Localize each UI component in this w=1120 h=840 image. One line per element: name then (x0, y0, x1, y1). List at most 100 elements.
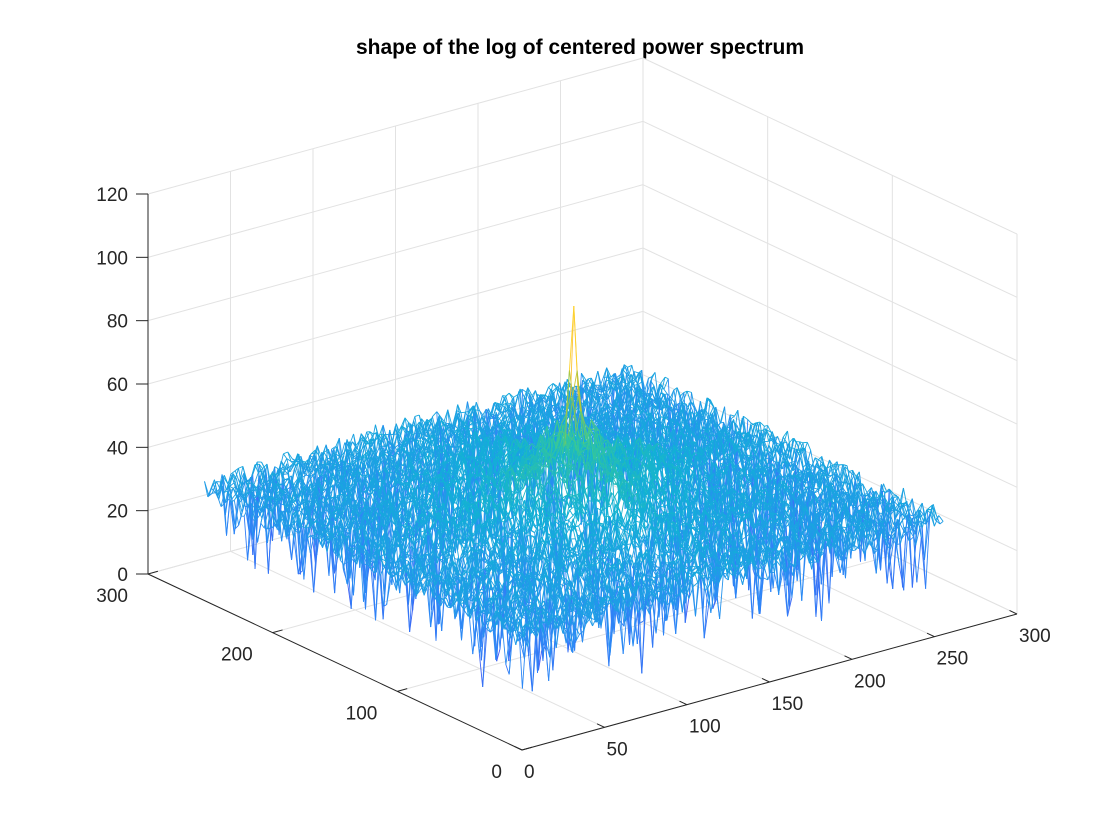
mesh-segment (286, 458, 292, 462)
mesh-segment (258, 470, 262, 474)
mesh-segment (338, 438, 344, 461)
mesh-segment (258, 463, 264, 469)
mesh-segment (527, 387, 532, 405)
mesh-segment (216, 481, 221, 489)
mesh-segment (548, 386, 553, 393)
mesh-segment (204, 481, 209, 498)
x-tick-mark (514, 746, 523, 751)
mesh-segment (414, 414, 420, 417)
mesh-segment (490, 402, 496, 416)
mesh-segment (472, 405, 478, 417)
mesh-segment (287, 451, 292, 462)
mesh-segment (586, 377, 592, 387)
mesh-segment (363, 436, 368, 443)
mesh-segment (644, 394, 649, 396)
mesh-segment (231, 476, 236, 488)
mesh-segment (260, 482, 264, 486)
mesh-segment (238, 465, 244, 469)
mesh-segment (517, 389, 523, 395)
mesh-segment (283, 451, 288, 455)
mesh-segment (257, 523, 262, 543)
axes (136, 193, 1018, 751)
mesh-segment (355, 439, 361, 447)
back-wall-grid-line (147, 310, 644, 448)
mesh-segment (522, 389, 527, 393)
mesh-segment (485, 408, 491, 416)
mesh-segment (283, 453, 288, 459)
mesh-segment (479, 410, 484, 416)
y-tick-mark (272, 629, 283, 634)
mesh-segment (207, 487, 212, 498)
mesh-segment (451, 410, 457, 427)
chart-title: shape of the log of centered power spect… (356, 36, 804, 59)
mesh-segment (456, 410, 462, 414)
mesh-segment (627, 364, 633, 368)
mesh-segment (505, 395, 511, 413)
mesh-segment (562, 382, 567, 405)
mesh-segment (240, 500, 246, 517)
x-tick-mark (596, 723, 605, 728)
mesh-segment (554, 382, 560, 404)
mesh-segment (336, 446, 341, 458)
mesh-segment (614, 373, 621, 390)
side-wall-grid-line (642, 184, 1018, 362)
mesh-segment (440, 417, 446, 424)
mesh-segment (355, 445, 360, 452)
mesh-segment (213, 479, 219, 497)
back-wall-grid-line (147, 120, 644, 258)
mesh-segment (314, 449, 320, 457)
mesh-segment (320, 452, 325, 470)
mesh-segment (324, 449, 329, 462)
mesh-segment (663, 389, 668, 395)
y-tick-mark (521, 746, 533, 751)
mesh-segment (527, 387, 533, 396)
side-wall-grid-line (642, 310, 1018, 488)
mesh-segment (555, 387, 561, 400)
mesh-segment (373, 432, 377, 435)
mesh-segment (390, 426, 396, 452)
x-tick-mark (1009, 610, 1018, 615)
mesh-segment (621, 368, 627, 375)
x-tick-mark (761, 678, 770, 683)
mesh-segment (552, 383, 557, 389)
mesh-segment (434, 419, 439, 434)
mesh-segment (331, 445, 337, 450)
mesh-segment (613, 373, 619, 386)
x-tick-mark (844, 655, 853, 660)
y-tick-mark (147, 570, 159, 575)
side-wall-grid-line (642, 247, 1018, 425)
mesh-segment (411, 424, 417, 427)
mesh-segment (260, 522, 265, 529)
mesh-segment (261, 461, 266, 469)
mesh-segment (526, 392, 531, 395)
floor-grid-line (230, 550, 605, 728)
mesh-segment (664, 376, 669, 380)
mesh-segment (283, 473, 288, 475)
mesh-segment (222, 476, 228, 484)
mesh-segment (253, 472, 259, 486)
mesh-segment (508, 392, 513, 399)
mesh-segment (227, 476, 233, 484)
mesh-segment (207, 492, 213, 498)
mesh-segment (548, 383, 554, 388)
mesh-segment (250, 464, 256, 480)
mesh-segment (460, 411, 466, 414)
mesh-segment (210, 487, 216, 494)
mesh-segment (310, 452, 315, 455)
mesh-segment (398, 426, 403, 445)
mesh-segment (217, 485, 223, 497)
mesh-segment (369, 431, 374, 435)
mesh-segment (513, 394, 519, 398)
mesh-segment (263, 527, 268, 530)
side-wall-grid-line (642, 120, 1018, 298)
surface-mesh (204, 305, 944, 692)
mesh-segment (612, 379, 619, 386)
mesh-segment (258, 464, 265, 484)
mesh-segment (323, 448, 329, 453)
mesh-segment (239, 466, 244, 483)
mesh-segment (291, 458, 298, 465)
mesh-segment (232, 473, 238, 491)
mesh-segment (494, 401, 499, 405)
mesh-segment (340, 451, 346, 458)
mesh-segment (623, 364, 628, 368)
